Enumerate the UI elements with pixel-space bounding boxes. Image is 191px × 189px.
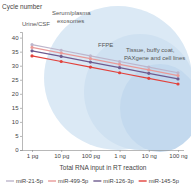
point: [60, 55, 63, 58]
y-axis-title: Cycle number: [2, 3, 43, 11]
legend-label: miR-126-3p: [103, 178, 133, 184]
point: [60, 60, 63, 63]
tick-label: 20: [12, 91, 19, 97]
tick: 0: [15, 147, 22, 153]
tick-label: 100 pg: [82, 153, 100, 159]
tick-label: 30: [12, 63, 19, 69]
tick: 35: [12, 49, 22, 55]
legend-item: miR-499-5p: [48, 178, 88, 184]
tick-mark: [32, 150, 33, 152]
point: [89, 57, 92, 60]
point: [60, 51, 63, 54]
tick-label: 40: [12, 35, 19, 41]
legend-swatch: [6, 180, 14, 181]
tick: 1 ng: [114, 150, 126, 159]
x-axis: 1 pg 10 pg 100 pg 1 ng 10 ng 100 ng: [22, 150, 188, 159]
legend-swatch: [139, 180, 147, 181]
sample-regions: [44, 6, 191, 152]
point: [147, 68, 150, 71]
tick-mark: [20, 150, 22, 151]
tick-mark: [120, 150, 121, 152]
axis-line: [20, 33, 23, 151]
y-axis: 0 5 10 15 20 25 30 35 40: [12, 33, 23, 154]
tick: 10: [12, 119, 22, 125]
tick: 100 pg: [82, 150, 100, 159]
tick: 30: [12, 63, 22, 69]
tick-label: 5: [15, 133, 19, 139]
tick: 1 pg: [27, 150, 39, 159]
tick: 10 pg: [54, 150, 69, 159]
legend-item: miR-145-5p: [139, 178, 179, 184]
tick-mark: [61, 150, 62, 152]
tick-label: 100 ng: [169, 153, 187, 159]
legend-label: miR-145-5p: [149, 178, 179, 184]
legend: miR-21-5p miR-499-5p miR-126-3p miR-145-5p: [6, 178, 179, 184]
tick-label: 0: [15, 147, 19, 153]
series-line: [32, 47, 178, 75]
point: [60, 49, 63, 52]
annotation: Tissue, buffy coat,PAXgene and cell line…: [124, 47, 185, 61]
tick-mark: [20, 122, 22, 123]
tick-label: 25: [12, 77, 19, 83]
tick-mark: [20, 136, 22, 137]
point: [89, 54, 92, 57]
point: [118, 71, 121, 74]
point: [30, 46, 33, 49]
point: [176, 77, 179, 80]
tick: 5: [15, 133, 22, 139]
tick-mark: [149, 150, 150, 152]
annotation: Urine/CSF: [22, 21, 50, 27]
annotation: FFPE: [98, 42, 113, 48]
tick: 25: [12, 77, 22, 83]
tick-label: 10: [12, 119, 19, 125]
point: [30, 43, 33, 46]
annotation: Serum/plasmaexosomes: [52, 10, 91, 24]
tick-label: 1 ng: [114, 153, 126, 159]
point: [118, 66, 121, 69]
point: [30, 49, 33, 52]
tick: 40: [12, 35, 22, 41]
tick-label: 10 pg: [54, 153, 69, 159]
tick-mark: [20, 94, 22, 95]
tick-mark: [20, 66, 22, 67]
tick: 100 ng: [169, 150, 187, 159]
point: [89, 66, 92, 69]
point: [176, 74, 179, 77]
legend-swatch: [48, 180, 56, 181]
point: [118, 60, 121, 63]
point: [176, 82, 179, 85]
point: [147, 77, 150, 80]
x-axis-title: Total RNA input in RT reaction: [60, 164, 147, 172]
tick: 20: [12, 91, 22, 97]
legend-item: miR-126-3p: [93, 178, 133, 184]
region: [120, 64, 191, 152]
axis-line: [22, 150, 184, 151]
legend-label: miR-21-5p: [16, 178, 43, 184]
marks: [30, 43, 179, 86]
point: [176, 71, 179, 74]
legend-swatch: [93, 180, 101, 181]
tick-mark: [20, 52, 22, 53]
tick-mark: [178, 150, 179, 152]
point: [89, 60, 92, 63]
tick: 15: [12, 105, 22, 111]
tick-mark: [20, 108, 22, 109]
point: [118, 63, 121, 66]
tick: 10 ng: [142, 150, 157, 159]
tick-label: 35: [12, 49, 19, 55]
tick-mark: [20, 38, 22, 39]
chart: 0 5 10 15 20 25 30 35 40 1 pg 10 pg 100 pg 1 ng 10 ng…: [0, 0, 191, 189]
tick-mark: [90, 150, 91, 152]
tick-mark: [20, 80, 22, 81]
legend-label: miR-499-5p: [58, 178, 88, 184]
tick-label: 1 pg: [27, 153, 39, 159]
point: [147, 72, 150, 75]
point: [30, 54, 33, 57]
legend-item: miR-21-5p: [6, 178, 43, 184]
tick-label: 10 ng: [142, 153, 157, 159]
point: [147, 66, 150, 69]
tick-label: 15: [12, 105, 19, 111]
